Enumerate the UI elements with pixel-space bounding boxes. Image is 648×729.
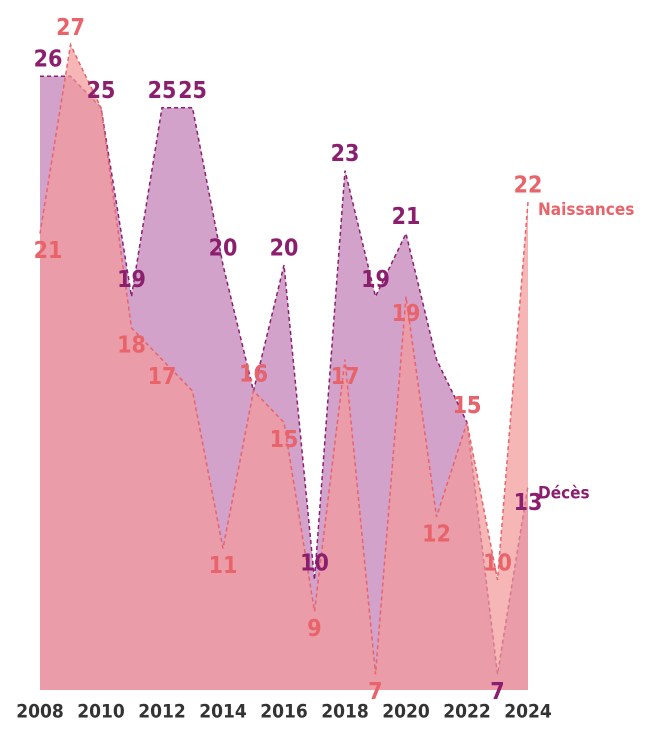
data-label: 15 — [453, 393, 482, 419]
data-label: 20 — [209, 236, 238, 262]
data-label: 25 — [148, 78, 177, 104]
data-label: 13 — [514, 490, 543, 516]
x-tick-label: 2012 — [138, 701, 186, 723]
x-tick-label: 2010 — [77, 701, 125, 723]
line — [39, 42, 529, 675]
data-label: 7 — [368, 679, 382, 705]
data-label: 19 — [392, 301, 421, 327]
data-label: 22 — [514, 173, 543, 199]
x-tick-label: 2020 — [382, 701, 430, 723]
data-label: 15 — [270, 427, 299, 453]
data-label: 19 — [117, 267, 146, 293]
data-label: 9 — [307, 616, 321, 642]
data-label: 16 — [239, 361, 268, 387]
data-label: 19 — [361, 267, 390, 293]
data-label: 10 — [483, 550, 512, 576]
x-tick-label: 2016 — [260, 701, 308, 723]
line — [40, 75, 529, 675]
data-label: 18 — [117, 333, 146, 359]
data-label: 21 — [34, 238, 63, 264]
data-label: 23 — [331, 141, 360, 167]
x-tick-label: 2014 — [199, 701, 247, 723]
data-label: 17 — [148, 364, 177, 390]
legend-label: Décès — [538, 483, 590, 503]
data-label: 21 — [392, 204, 421, 230]
data-label: 7 — [490, 679, 504, 705]
data-label: 17 — [331, 364, 360, 390]
data-label: 10 — [300, 550, 329, 576]
area — [40, 44, 528, 690]
data-label: 20 — [270, 236, 299, 262]
data-label: 25 — [178, 78, 207, 104]
x-tick-label: 2022 — [443, 701, 491, 723]
x-tick-label: 2018 — [321, 701, 369, 723]
x-tick-label: 2008 — [16, 701, 64, 723]
data-label: 12 — [422, 521, 451, 547]
data-label: 11 — [209, 553, 238, 579]
data-label: 16 — [239, 361, 268, 387]
data-label: 27 — [56, 15, 85, 41]
data-label: 26 — [34, 47, 63, 73]
data-label: 15 — [453, 393, 482, 419]
data-label: 25 — [87, 78, 116, 104]
x-tick-label: 2024 — [504, 701, 552, 723]
legend-label: Naissances — [538, 200, 634, 220]
